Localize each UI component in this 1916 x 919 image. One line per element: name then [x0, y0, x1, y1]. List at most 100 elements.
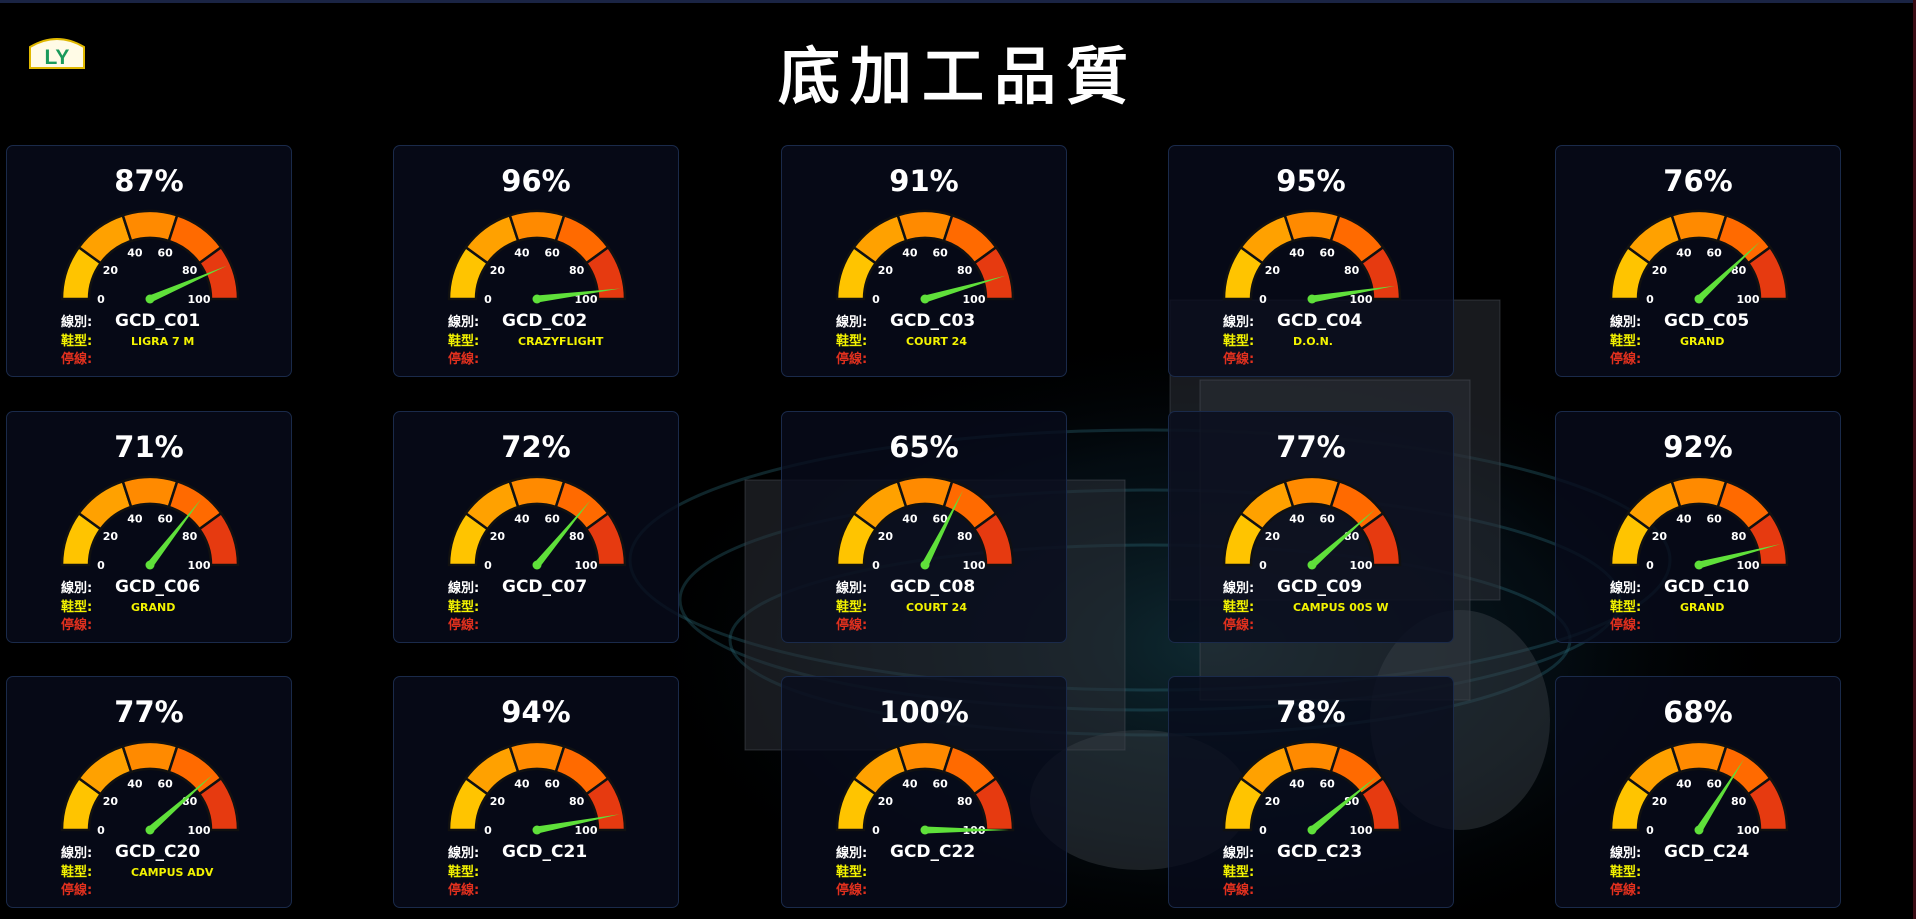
shoe-row: 鞋型: CAMPUS 00S W [1223, 596, 1388, 615]
gauge-tick-label: 40 [1289, 777, 1305, 790]
line-id: GCD_C01 [115, 311, 201, 331]
stop-row: 停線: [836, 879, 890, 898]
line-id: GCD_C21 [502, 842, 588, 862]
gauge-tick-label: 0 [872, 824, 880, 837]
shoe-model: D.O.N. [1293, 335, 1333, 348]
shoe-row: 鞋型: COURT 24 [836, 330, 967, 349]
gauge-tick-label: 80 [957, 795, 973, 808]
gauge-tick-label: 80 [182, 264, 198, 277]
line-id: GCD_C07 [502, 577, 588, 597]
gauge-tick-label: 20 [1652, 795, 1668, 808]
gauge-tick-label: 20 [103, 264, 119, 277]
gauge-needle-hub [1307, 560, 1317, 570]
shoe-model: CAMPUS ADV [131, 866, 214, 879]
shoe-row: 鞋型: LIGRA 7 M [61, 330, 194, 349]
gauge-tick-label: 60 [1319, 512, 1335, 525]
gauge-needle [925, 826, 1009, 834]
gauge-tick-label: 60 [1706, 512, 1722, 525]
stop-label: 停線: [61, 352, 93, 367]
gauge-needle [924, 275, 1006, 303]
gauge-card: 72% 0 20 40 60 80 100 線別: GCD_C07 鞋型: 停線: [393, 411, 679, 643]
shoe-label: 鞋型: [61, 865, 93, 880]
gauge-tick-label: 100 [963, 559, 986, 572]
gauge-band [584, 776, 627, 832]
line-row: 線別: GCD_C08 [836, 577, 975, 597]
stop-label: 停線: [1223, 618, 1255, 633]
gauge-band [197, 511, 240, 567]
gauge-tick-label: 0 [1259, 824, 1267, 837]
gauge-tick-label: 100 [1737, 293, 1760, 306]
shoe-model: GRAND [1680, 601, 1725, 614]
line-id: GCD_C02 [502, 311, 588, 331]
gauge-band [197, 776, 240, 832]
gauge-band [972, 776, 1015, 832]
gauge-card: 87% 0 20 40 60 80 100 線別: GCD_C01 鞋型: LIGRA 7 M 停線: [6, 145, 292, 377]
gauge-tick-label: 0 [1259, 293, 1267, 306]
shoe-label: 鞋型: [61, 600, 93, 615]
gauge-tick-label: 100 [188, 293, 211, 306]
gauge-needle-hub [1307, 294, 1317, 304]
gauge-tick-label: 80 [1731, 264, 1747, 277]
company-logo: LY [29, 38, 85, 69]
shoe-row: 鞋型: D.O.N. [1223, 330, 1333, 349]
gauge-needle-hub [1694, 560, 1704, 570]
gauge-card: 77% 0 20 40 60 80 100 線別: GCD_C09 鞋型: CAMPUS 00S W… [1168, 411, 1454, 643]
stop-row: 停線: [448, 614, 502, 633]
gauge-tick-label: 40 [514, 246, 530, 259]
stop-row: 停線: [1223, 348, 1277, 367]
shoe-model: CAMPUS 00S W [1293, 601, 1389, 614]
stop-row: 停線: [1610, 879, 1664, 898]
gauge-needle-hub [920, 825, 930, 835]
line-row: 線別: GCD_C02 [448, 311, 587, 331]
gauge-card: 78% 0 20 40 60 80 100 線別: GCD_C23 鞋型: 停線: [1168, 676, 1454, 908]
gauge-tick-label: 40 [902, 777, 918, 790]
gauge-band [197, 245, 240, 301]
shoe-model: LIGRA 7 M [131, 335, 195, 348]
percentage-value: 78% [1276, 695, 1346, 729]
gauge-tick-label: 40 [902, 512, 918, 525]
gauge-needle [147, 774, 214, 833]
gauge-band [1746, 776, 1789, 832]
percentage-value: 76% [1663, 164, 1733, 198]
shoe-row: 鞋型: [836, 861, 906, 880]
gauge-tick-label: 100 [1737, 824, 1760, 837]
gauge-needle-hub [532, 560, 542, 570]
percentage-value: 77% [114, 695, 184, 729]
gauge-tick-label: 20 [878, 264, 894, 277]
gauge-tick-label: 60 [544, 246, 560, 259]
gauge-tick-label: 100 [1350, 559, 1373, 572]
shoe-row: 鞋型: [448, 861, 518, 880]
gauge-tick-label: 20 [878, 795, 894, 808]
shoe-label: 鞋型: [836, 334, 868, 349]
shoe-model: GRAND [131, 601, 176, 614]
stop-label: 停線: [448, 352, 480, 367]
gauge-tick-label: 80 [569, 264, 585, 277]
line-row: 線別: GCD_C09 [1223, 577, 1362, 597]
gauge-needle-hub [1307, 825, 1317, 835]
line-row: 線別: GCD_C20 [61, 842, 200, 862]
percentage-value: 94% [501, 695, 571, 729]
gauge-card: 95% 0 20 40 60 80 100 線別: GCD_C04 鞋型: D.O.N. 停線: [1168, 145, 1454, 377]
shoe-label: 鞋型: [1610, 865, 1642, 880]
line-label: 線別: [61, 581, 93, 596]
gauge-tick-label: 60 [1319, 246, 1335, 259]
gauge-tick-label: 0 [484, 559, 492, 572]
percentage-value: 96% [501, 164, 571, 198]
shoe-row: 鞋型: CAMPUS ADV [61, 861, 213, 880]
gauge-tick-label: 20 [103, 795, 119, 808]
gauge-card: 65% 0 20 40 60 80 100 線別: GCD_C08 鞋型: COURT 24 停線: [781, 411, 1067, 643]
line-label: 線別: [836, 846, 868, 861]
line-row: 線別: GCD_C03 [836, 311, 975, 331]
gauge-card: 68% 0 20 40 60 80 100 線別: GCD_C24 鞋型: 停線: [1555, 676, 1841, 908]
gauge-card: 91% 0 20 40 60 80 100 線別: GCD_C03 鞋型: COURT 24 停線: [781, 145, 1067, 377]
shoe-row: 鞋型: [448, 596, 518, 615]
gauge-tick-label: 60 [932, 777, 948, 790]
